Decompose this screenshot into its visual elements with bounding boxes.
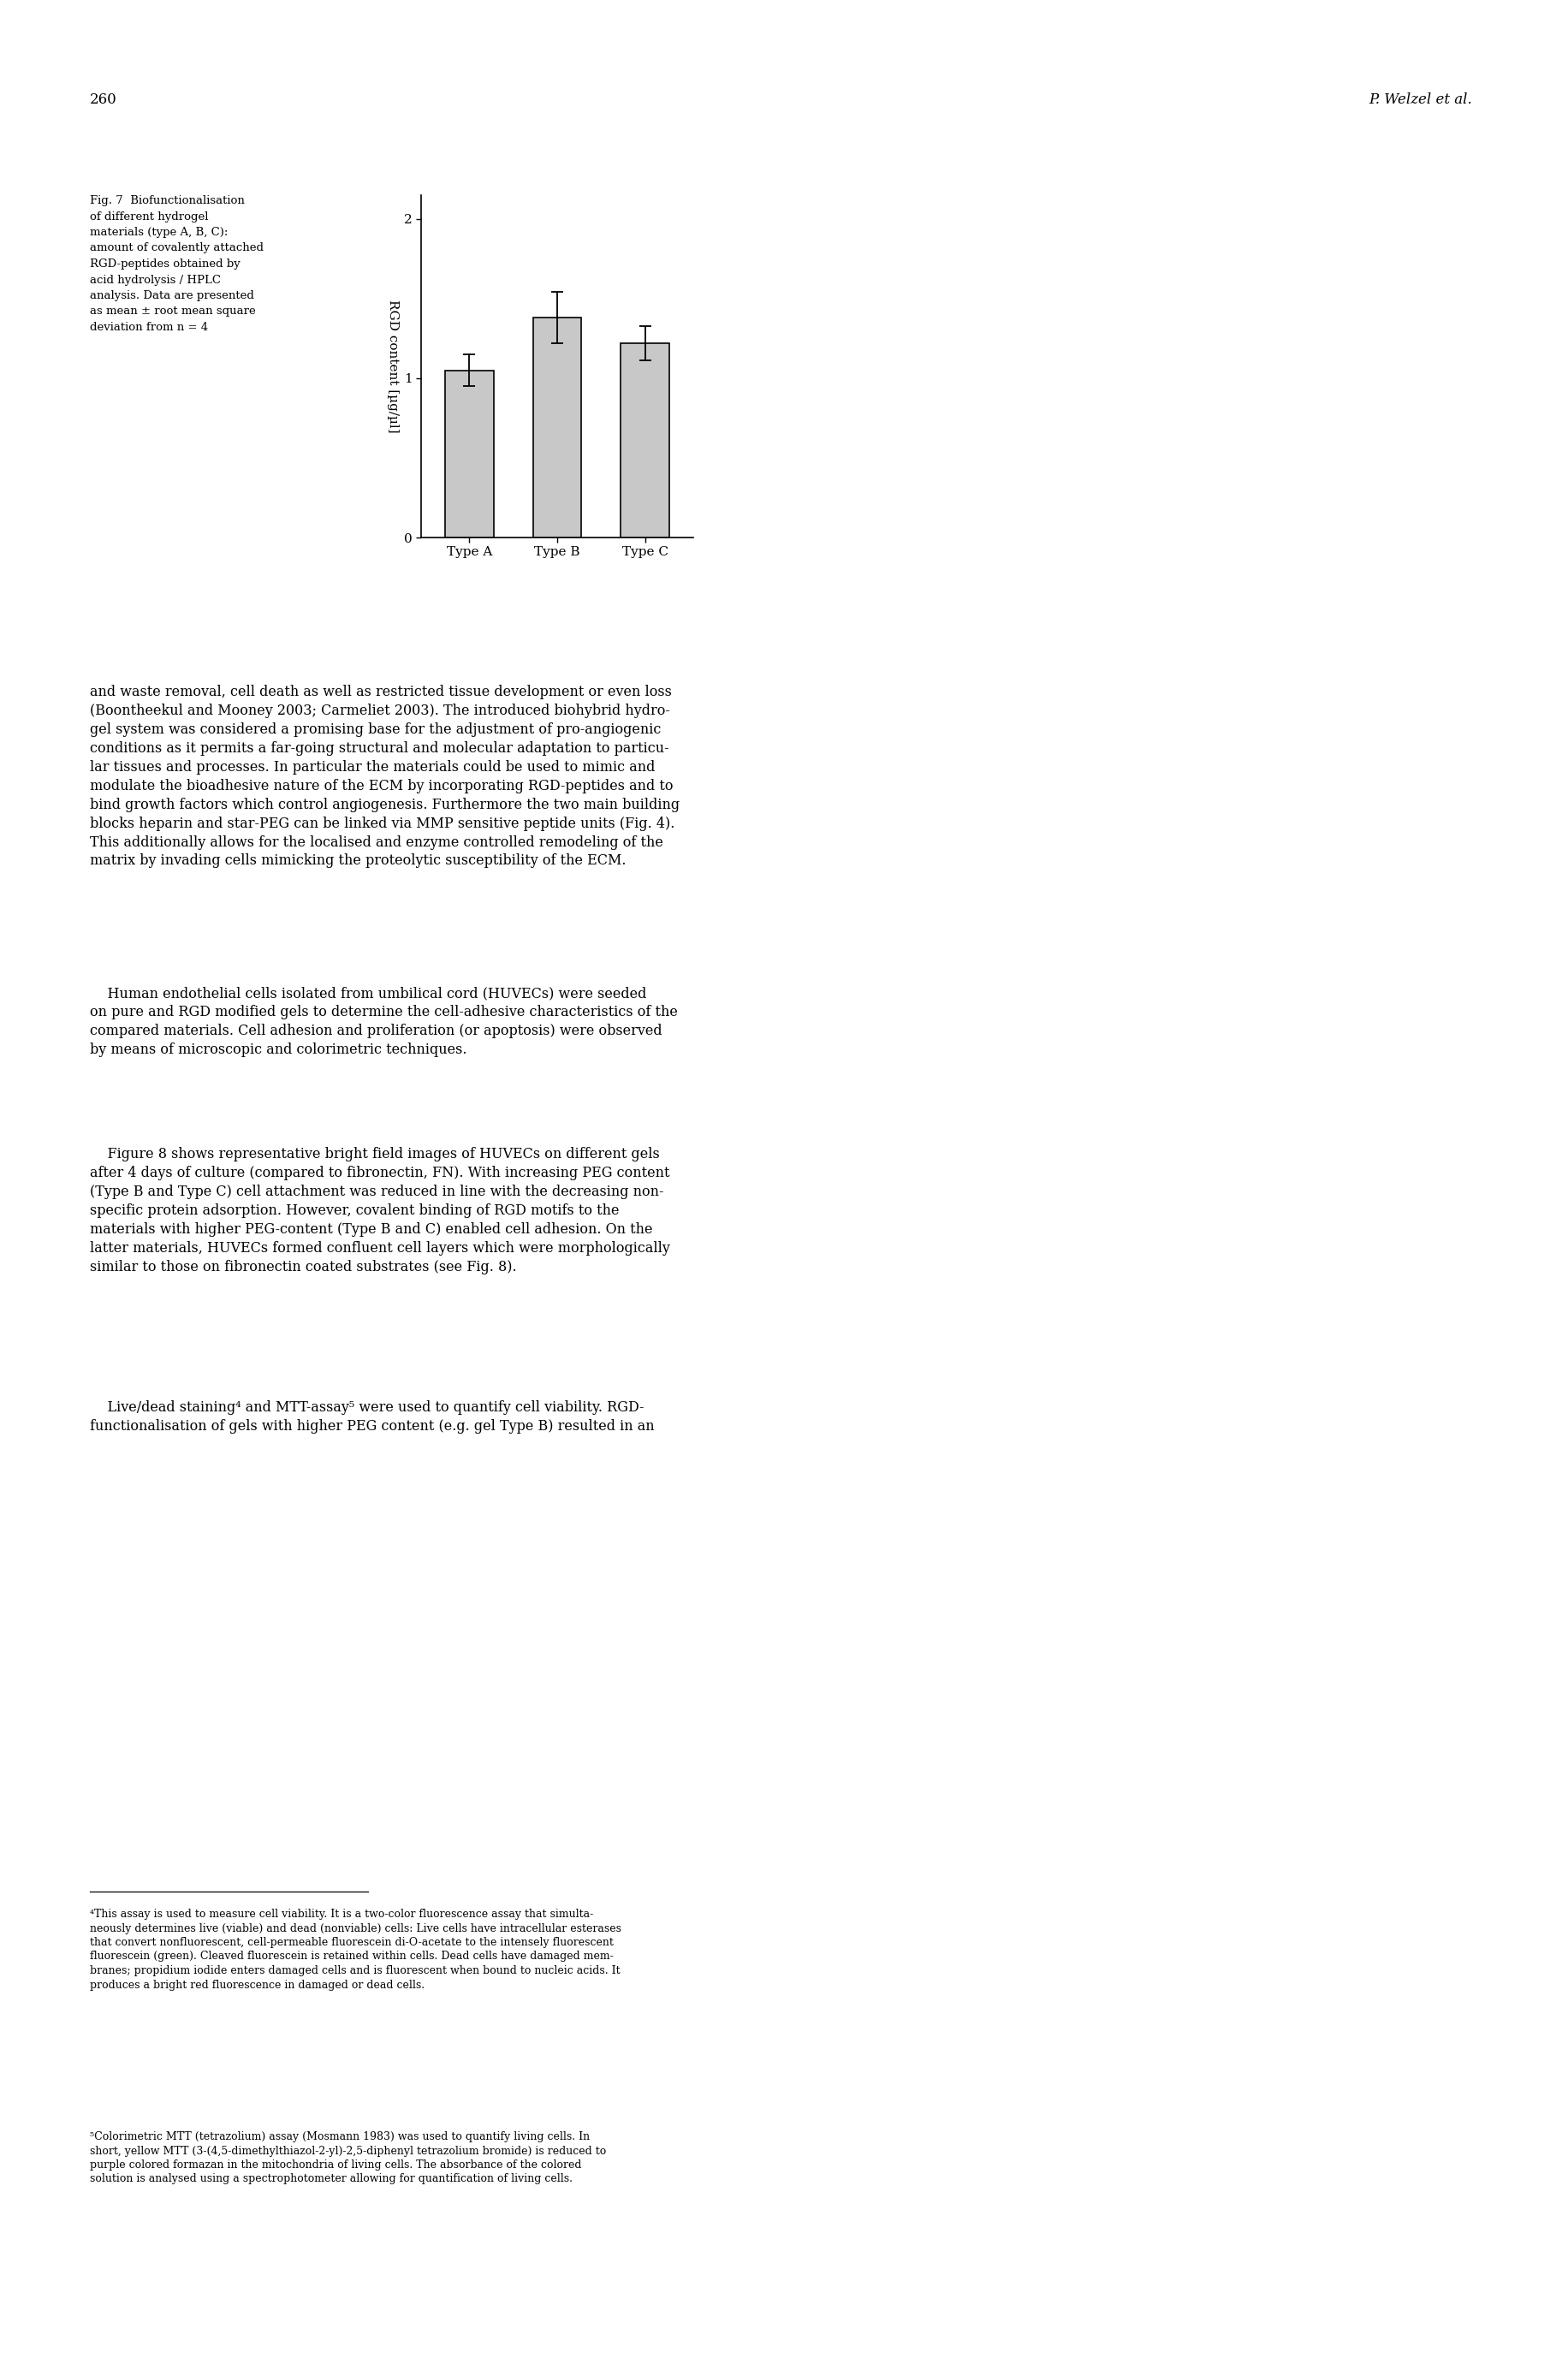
Text: ⁴This assay is used to measure cell viability. It is a two-color fluorescence as: ⁴This assay is used to measure cell viab… — [89, 1908, 621, 1991]
Text: 260: 260 — [89, 93, 118, 107]
Text: ⁵Colorimetric MTT (tetrazolium) assay (Mosmann 1983) was used to quantify living: ⁵Colorimetric MTT (tetrazolium) assay (M… — [89, 2131, 605, 2184]
Text: Figure 8 shows representative bright field images of HUVECs on different gels
af: Figure 8 shows representative bright fie… — [89, 1148, 670, 1274]
Bar — [533, 318, 582, 537]
Text: P. Welzel et al.: P. Welzel et al. — [1367, 93, 1471, 107]
Bar — [445, 371, 494, 537]
Text: Fig. 7  Biofunctionalisation
of different hydrogel
materials (type A, B, C):
amo: Fig. 7 Biofunctionalisation of different… — [89, 195, 263, 333]
Bar — [621, 342, 670, 537]
Text: Human endothelial cells isolated from umbilical cord (HUVECs) were seeded
on pur: Human endothelial cells isolated from um… — [89, 986, 677, 1057]
Y-axis label: RGD content [µg/µl]: RGD content [µg/µl] — [387, 299, 398, 432]
Text: and waste removal, cell death as well as restricted tissue development or even l: and waste removal, cell death as well as… — [89, 684, 679, 867]
Text: Live/dead staining⁴ and MTT-assay⁵ were used to quantify cell viability. RGD-
fu: Live/dead staining⁴ and MTT-assay⁵ were … — [89, 1399, 654, 1433]
